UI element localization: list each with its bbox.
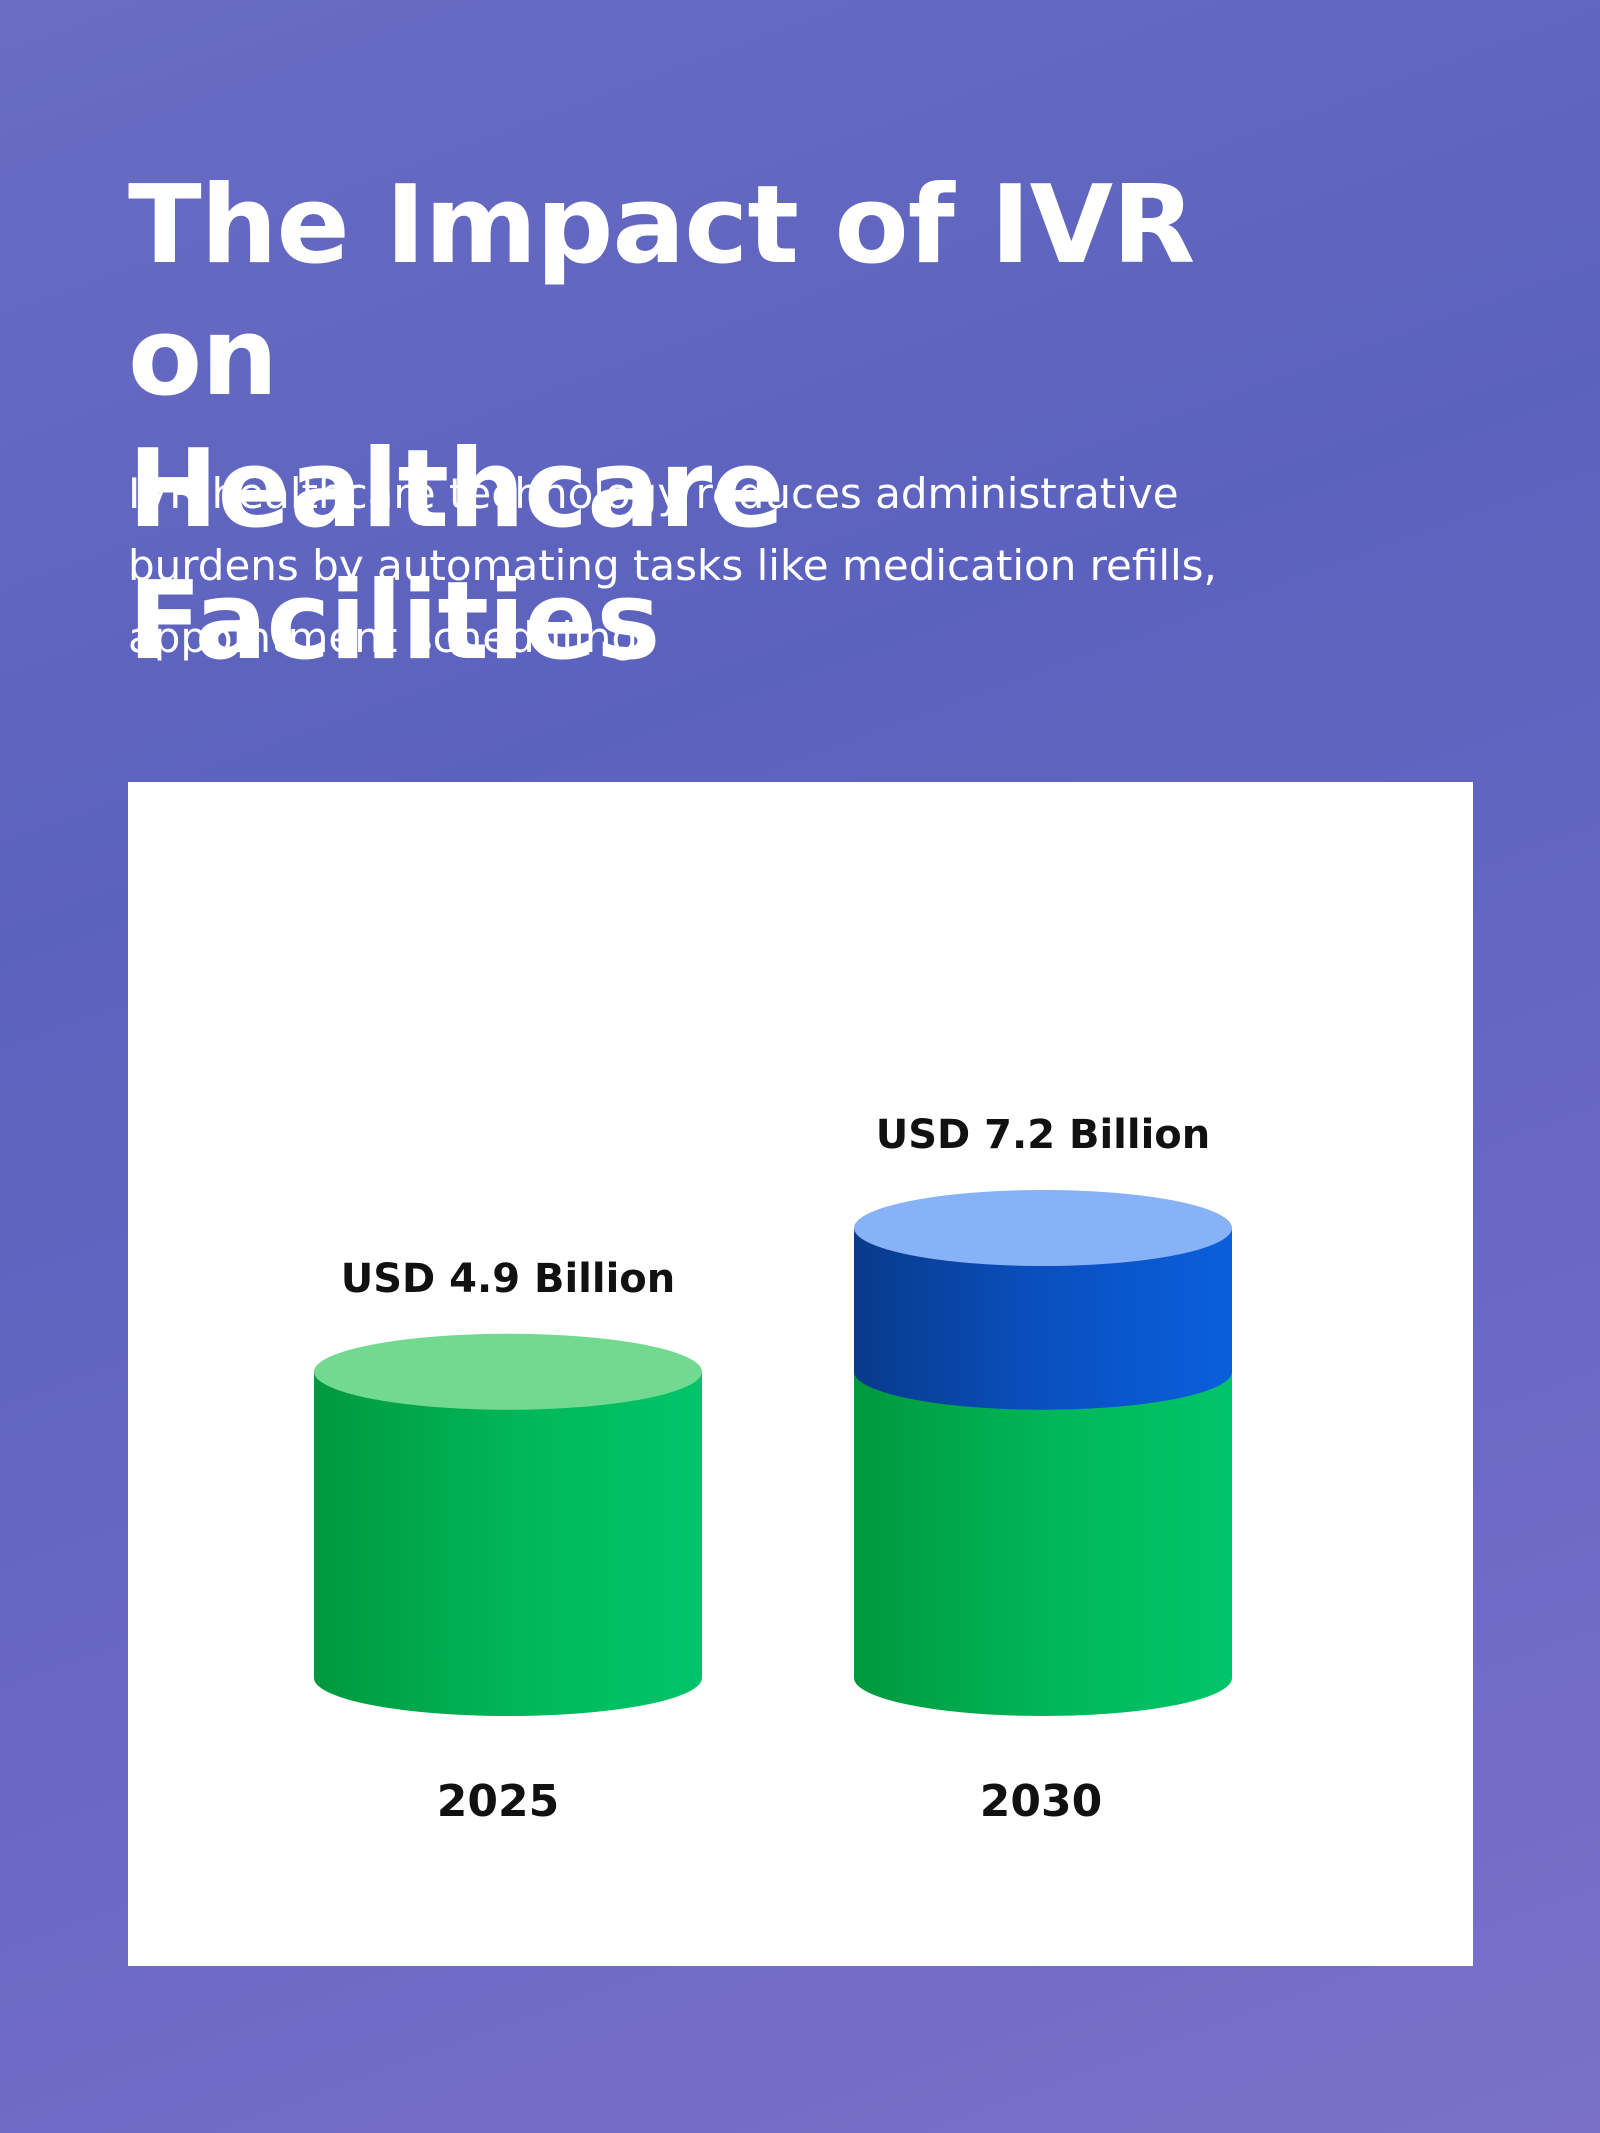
cylinder-2030-top — [854, 1190, 1232, 1266]
cylinder-2025-top — [314, 1333, 702, 1410]
category-label-2025: 2025 — [437, 1776, 559, 1827]
data-label-2030: USD 7.2 Billion — [876, 1112, 1211, 1158]
subtitle-line-3: appointment scheduling. — [128, 613, 652, 662]
page-title-line-2: Healthcare Facilities — [128, 427, 784, 684]
category-label-2030: 2030 — [980, 1776, 1102, 1827]
cylinder-2025-base-body — [314, 1371, 702, 1716]
cylinder-2030-growth-body — [854, 1228, 1232, 1410]
subtitle-line-2: burdens by automating tasks like medicat… — [128, 541, 1217, 590]
page-subtitle: IVR healthcare technology reduces admini… — [128, 458, 1328, 674]
page-title: The Impact of IVR on Healthcare Faciliti… — [128, 160, 1328, 688]
cylinder-2030-base-body — [854, 1371, 1232, 1716]
data-label-2025: USD 4.9 Billion — [341, 1256, 676, 1302]
page-title-line-1: The Impact of IVR on — [128, 163, 1195, 420]
cylinder-bar-chart: USD 4.9 Billion 2025 USD 7.2 Billion 2030 — [314, 1112, 1232, 1827]
chart-card: USD 4.9 Billion 2025 USD 7.2 Billion 2030 — [128, 782, 1473, 1966]
subtitle-line-1: IVR healthcare technology reduces admini… — [128, 469, 1179, 518]
